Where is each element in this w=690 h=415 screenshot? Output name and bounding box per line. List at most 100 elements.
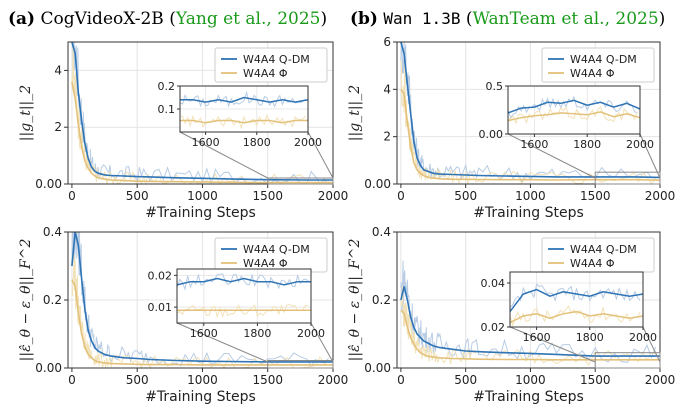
x-tick-label: 1500 xyxy=(252,373,283,387)
inset-y-tick-label: 0.01 xyxy=(148,301,173,314)
inset-x-tick-label: 1800 xyxy=(243,136,271,149)
phi-raw-series xyxy=(71,254,329,370)
y-tick-label: 0.2 xyxy=(372,293,391,307)
y-tick-label: 0.2 xyxy=(43,293,62,307)
y-tick-label: 0.00 xyxy=(364,177,391,191)
x-tick-label: 1500 xyxy=(580,373,611,387)
zoom-region xyxy=(267,177,334,185)
inset-x-tick-label: 1600 xyxy=(192,136,220,149)
qdm-series-line xyxy=(400,286,660,357)
inset-y-tick-label: 0.02 xyxy=(148,269,173,282)
y-tick-label: 2 xyxy=(383,130,391,144)
x-tick-label: 2000 xyxy=(645,373,676,387)
x-tick-label: 1000 xyxy=(515,373,546,387)
inset-x-tick-label: 1600 xyxy=(520,138,548,151)
x-tick-label: 0 xyxy=(68,373,76,387)
x-tick-label: 2000 xyxy=(645,189,676,203)
inset-x-tick-label: 1800 xyxy=(576,331,604,344)
inset-border xyxy=(509,271,644,328)
y-tick-label: 4 xyxy=(383,82,391,96)
x-tick-label: 0 xyxy=(68,189,76,203)
qdm-inset-series-line xyxy=(509,288,644,313)
zoom-region xyxy=(594,171,661,185)
phi-series-line xyxy=(71,81,333,184)
zoom-connector xyxy=(176,322,268,363)
x-tick-label: 0 xyxy=(397,189,405,203)
y-tick-label: 0.4 xyxy=(43,225,62,239)
qdm-inset-series-line xyxy=(176,277,311,286)
inset-y-tick-label: 0.02 xyxy=(481,321,506,334)
x-tick-label: 500 xyxy=(454,373,477,387)
phi-inset-raw-series xyxy=(176,303,309,319)
inset-x-tick-label: 2000 xyxy=(626,138,654,151)
x-tick-label: 0 xyxy=(397,373,405,387)
inset-border xyxy=(507,85,641,135)
inset-x-tick-label: 1800 xyxy=(573,138,601,151)
inset-y-tick-label: 0.04 xyxy=(481,277,506,290)
y-tick-label: 4 xyxy=(54,63,62,77)
zoom-connector xyxy=(507,133,596,179)
x-axis-label: #Training Steps xyxy=(145,205,256,221)
qdm-series-line xyxy=(71,231,333,363)
x-tick-label: 1000 xyxy=(515,189,546,203)
zoom-region xyxy=(594,352,661,369)
b_top-chart: 0 500 1000 1500 2000 0.00 2 4 6 #Training Steps ||… xyxy=(347,35,675,221)
inset-border xyxy=(176,268,312,324)
a_top-chart: 0 500 1000 1500 2000 0.00 2 4 #Training Steps ||g… xyxy=(18,41,348,221)
y-tick-label: 6 xyxy=(383,35,391,49)
phi-series-line xyxy=(400,309,660,361)
x-tick-label: 2000 xyxy=(318,373,349,387)
legend-box xyxy=(541,47,655,83)
inset-chart: 1600 1800 2000 0.01 0.02 xyxy=(148,268,325,340)
inset-chart: 1600 1800 2000 0.02 0.04 xyxy=(481,271,657,344)
qdm-legend-label: W4A4 Q-DM xyxy=(570,243,637,256)
inset-x-tick-label: 2000 xyxy=(297,327,325,340)
zoom-region xyxy=(267,360,334,369)
y-tick-label: 2 xyxy=(54,120,62,134)
b_bot-chart: 0 500 1000 1500 2000 0.00 0.2 0.4 #Training Step… xyxy=(347,225,675,405)
x-tick-label: 500 xyxy=(454,189,477,203)
phi-inset-series-line xyxy=(509,310,644,324)
inset-y-tick-label: 0.5 xyxy=(486,80,504,93)
inset-frame xyxy=(509,271,644,328)
qdm-legend-label: W4A4 Q-DM xyxy=(243,53,310,66)
phi-inset-series-line xyxy=(180,119,308,124)
qdm-inset-series-line xyxy=(507,99,641,114)
x-axis-label: #Training Steps xyxy=(473,389,584,405)
x-tick-label: 500 xyxy=(126,373,149,387)
inset-chart: 1600 1800 2000 0.1 0.2 xyxy=(158,80,323,149)
panel-b-title: (b) Wan 1.3B (WanTeam et al., 2025) xyxy=(350,9,665,29)
inset-y-tick-label: 0.2 xyxy=(158,80,176,93)
qdm-series-line xyxy=(71,41,333,181)
inset-frame xyxy=(176,268,312,324)
y-axis-label: ||ε̂_θ − ε_θ||_F^2 xyxy=(18,239,34,362)
qdm-inset-series-line xyxy=(180,96,309,103)
panel-a-title: (a) CogVideoX-2B (Yang et al., 2025) xyxy=(8,9,327,29)
legend-box xyxy=(214,47,328,83)
zoom-connector xyxy=(179,131,268,179)
phi-raw-series xyxy=(400,59,657,185)
a_bot-chart: 0 500 1000 1500 2000 0.00 0.2 0.4 #Training Step… xyxy=(18,225,348,405)
y-tick-label: 0.00 xyxy=(364,361,391,375)
qdm-legend-label: W4A4 Q-DM xyxy=(570,53,637,66)
y-axis-label: ||g_t||_2 xyxy=(18,85,34,141)
zoom-connector xyxy=(642,326,661,363)
zoom-connector xyxy=(307,131,334,179)
x-axis-label: #Training Steps xyxy=(473,205,584,221)
qdm-legend-label: W4A4 Q-DM xyxy=(243,243,310,256)
x-tick-label: 1500 xyxy=(580,189,611,203)
phi-legend-label: W4A4 Φ xyxy=(243,257,288,270)
phi-series-line xyxy=(71,279,333,366)
phi-inset-series-line xyxy=(507,111,641,122)
inset-x-tick-label: 2000 xyxy=(629,331,657,344)
inset-y-tick-label: 0.00 xyxy=(479,128,504,141)
x-tick-label: 1500 xyxy=(252,189,283,203)
inset-x-tick-label: 1600 xyxy=(190,327,218,340)
y-tick-label: 0.4 xyxy=(372,225,391,239)
inset-chart: 1600 1800 2000 0.00 0.5 xyxy=(479,80,655,151)
plot-frame xyxy=(396,41,661,185)
zoom-connector xyxy=(509,326,596,363)
